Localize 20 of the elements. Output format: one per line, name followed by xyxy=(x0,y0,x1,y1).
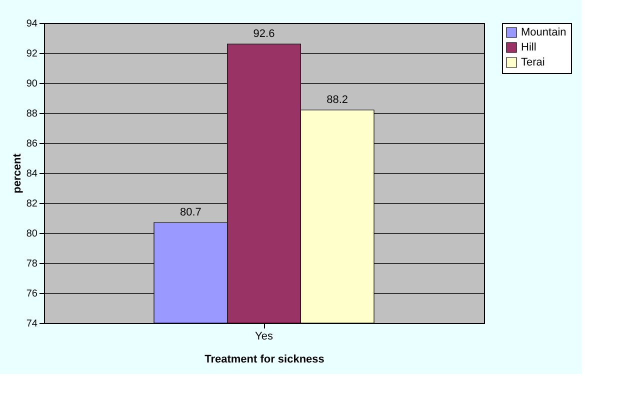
x-axis-title: Treatment for sickness xyxy=(204,354,324,366)
y-tick-label: 92 xyxy=(26,48,38,60)
y-tick-label: 90 xyxy=(26,78,38,90)
y-tick-label: 94 xyxy=(26,18,38,30)
y-tick-label: 76 xyxy=(26,288,38,300)
legend-label: Terai xyxy=(521,56,545,68)
legend-label: Hill xyxy=(521,42,536,54)
data-label: 80.7 xyxy=(180,206,202,218)
y-tick-label: 88 xyxy=(26,108,38,120)
y-tick-label: 78 xyxy=(26,258,38,270)
legend-label: Mountain xyxy=(521,26,566,38)
y-tick-label: 80 xyxy=(26,228,38,240)
y-tick-label: 82 xyxy=(26,198,38,210)
data-label: 88.2 xyxy=(326,94,348,106)
y-tick-label: 86 xyxy=(26,138,38,150)
y-tick-label: 74 xyxy=(26,318,38,330)
y-tick-label: 84 xyxy=(26,168,38,180)
y-axis-title: percent xyxy=(11,153,24,194)
x-tick-label: Yes xyxy=(255,330,274,342)
data-label: 92.6 xyxy=(253,28,275,40)
